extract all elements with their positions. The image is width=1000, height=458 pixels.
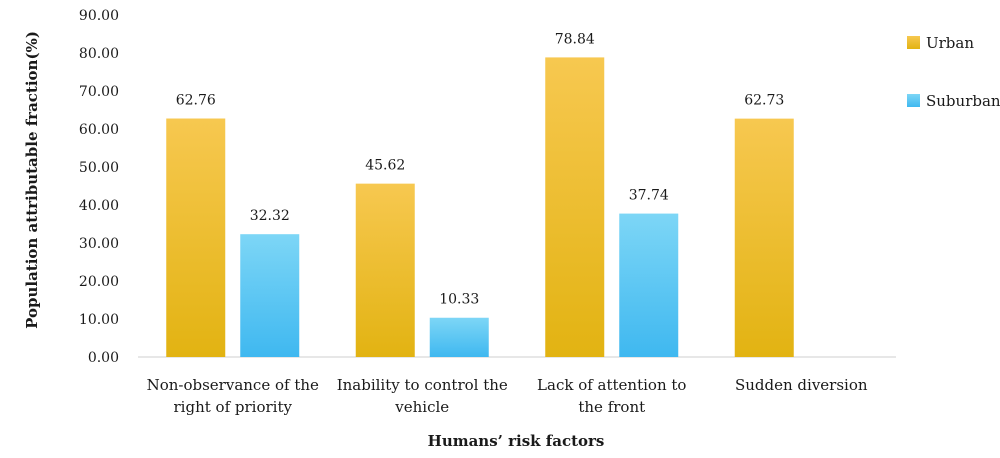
legend-swatch-suburban (907, 94, 920, 107)
y-tick-label: 40.00 (79, 198, 119, 214)
y-axis-title: Population attributable fraction(%) (23, 31, 41, 329)
data-label-urban-2: 78.84 (555, 31, 595, 47)
y-tick-label: 70.00 (79, 84, 119, 100)
y-tick-label: 20.00 (79, 274, 119, 290)
bar-suburban-0 (240, 234, 300, 357)
data-label-suburban-2: 37.74 (629, 188, 669, 204)
bar-urban-3 (734, 118, 794, 357)
bar-urban-2 (545, 57, 605, 358)
data-labels: 62.76 32.32 45.62 10.33 78.84 37.74 62.73 (176, 31, 785, 307)
y-tick-label: 80.00 (79, 46, 119, 62)
y-tick-label: 50.00 (79, 160, 119, 176)
data-label-urban-1: 45.62 (365, 158, 405, 174)
legend-label-suburban: Suburban (926, 92, 1000, 110)
y-tick-label: 90.00 (79, 8, 119, 24)
category-label: Inability to control the vehicle (337, 376, 508, 416)
category-label: Non-observance of the right of priority (147, 376, 319, 416)
data-label-urban-0: 62.76 (176, 93, 216, 109)
bar-suburban-2 (619, 213, 679, 357)
bars (166, 57, 794, 358)
y-tick-label: 0.00 (88, 350, 119, 366)
y-tick-label: 60.00 (79, 122, 119, 138)
y-axis-ticks: 0.00 10.00 20.00 30.00 40.00 50.00 60.00 70.00 8… (79, 8, 119, 366)
category-label: Lack of attention to the front (537, 376, 686, 416)
bar-urban-0 (166, 118, 226, 358)
category-labels: Non-observance of the right of priority In… (147, 376, 868, 416)
y-tick-label: 10.00 (79, 312, 119, 328)
legend: Urban Suburban (907, 34, 1000, 110)
bar-urban-1 (355, 183, 415, 357)
legend-swatch-urban (907, 36, 920, 49)
data-label-suburban-1: 10.33 (439, 292, 479, 308)
legend-label-urban: Urban (926, 34, 974, 52)
data-label-suburban-0: 32.32 (250, 208, 290, 224)
bar-suburban-1 (429, 317, 489, 357)
y-tick-label: 30.00 (79, 236, 119, 252)
category-label: Sudden diversion (735, 376, 868, 394)
data-label-urban-3: 62.73 (744, 93, 784, 109)
x-axis-title: Humans’ risk factors (428, 432, 605, 450)
